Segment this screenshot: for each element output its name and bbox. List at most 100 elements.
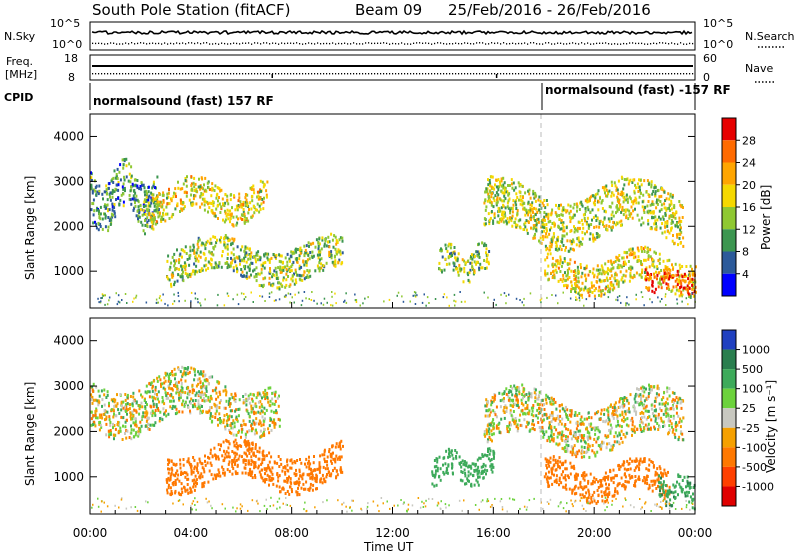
data-cell bbox=[264, 417, 266, 421]
data-cell bbox=[149, 216, 152, 220]
data-cell bbox=[546, 229, 548, 233]
data-cell bbox=[260, 263, 263, 267]
data-cell bbox=[449, 254, 452, 258]
data-cell bbox=[335, 454, 338, 458]
data-cell bbox=[566, 286, 569, 290]
data-cell bbox=[641, 268, 644, 272]
data-cell bbox=[472, 462, 475, 466]
data-cell bbox=[246, 443, 249, 447]
data-cell bbox=[488, 447, 491, 451]
data-cell bbox=[669, 192, 672, 196]
data-cell bbox=[573, 230, 576, 234]
nsearch-dot bbox=[536, 43, 538, 45]
data-cell bbox=[503, 199, 506, 203]
data-cell bbox=[146, 192, 148, 196]
data-cell bbox=[333, 234, 336, 238]
data-cell bbox=[203, 183, 205, 187]
data-cell bbox=[160, 200, 163, 204]
data-cell bbox=[597, 189, 600, 193]
data-cell bbox=[244, 439, 246, 443]
data-cell bbox=[471, 257, 474, 261]
freq-tick-bottom: 8 bbox=[68, 71, 75, 84]
colorbar-swatch bbox=[722, 184, 736, 207]
data-cell bbox=[334, 460, 337, 464]
data-cell bbox=[493, 212, 496, 216]
data-cell bbox=[179, 187, 182, 191]
data-cell bbox=[525, 219, 528, 222]
data-cell bbox=[199, 269, 202, 273]
data-cell bbox=[118, 203, 121, 207]
data-cell bbox=[257, 197, 260, 201]
data-cell bbox=[188, 389, 191, 393]
data-cell bbox=[135, 194, 138, 198]
ground-scatter-cell bbox=[250, 291, 252, 294]
data-cell bbox=[580, 266, 582, 270]
data-cell bbox=[448, 452, 450, 456]
data-cell bbox=[112, 213, 114, 217]
nsearch-dot bbox=[419, 42, 421, 44]
ground-scatter-cell bbox=[100, 297, 102, 300]
data-cell bbox=[121, 438, 124, 441]
data-cell bbox=[339, 466, 342, 470]
power-cbar-tick-label: 24 bbox=[742, 157, 756, 170]
nave-dot bbox=[194, 73, 196, 75]
data-cell bbox=[491, 175, 494, 179]
data-cell bbox=[506, 201, 509, 205]
data-cell bbox=[644, 258, 647, 262]
data-cell bbox=[196, 248, 199, 252]
data-cell bbox=[642, 221, 645, 225]
data-cell bbox=[98, 184, 101, 188]
data-cell bbox=[225, 399, 228, 403]
data-cell bbox=[608, 219, 611, 223]
data-cell bbox=[189, 411, 192, 415]
data-cell bbox=[658, 209, 661, 213]
data-cell bbox=[271, 275, 274, 279]
data-cell bbox=[193, 488, 196, 492]
data-cell bbox=[236, 208, 239, 212]
data-cell bbox=[198, 393, 201, 397]
data-cell bbox=[246, 193, 249, 197]
ground-scatter-cell bbox=[104, 303, 106, 306]
data-cell bbox=[124, 393, 127, 396]
data-cell bbox=[328, 448, 331, 451]
data-cell bbox=[276, 396, 279, 400]
data-cell bbox=[678, 281, 681, 285]
data-cell bbox=[233, 425, 236, 429]
ground-scatter-cell bbox=[442, 296, 445, 299]
data-cell bbox=[138, 432, 141, 436]
nsearch-dot bbox=[359, 43, 361, 45]
data-cell bbox=[593, 203, 596, 207]
data-cell bbox=[254, 402, 257, 406]
data-cell bbox=[687, 292, 690, 296]
data-cell bbox=[123, 158, 126, 161]
data-cell bbox=[295, 257, 298, 260]
data-cell bbox=[598, 225, 601, 229]
nave-dot bbox=[659, 73, 661, 75]
data-cell bbox=[256, 449, 259, 453]
data-cell bbox=[224, 425, 227, 429]
nave-dot bbox=[350, 73, 352, 75]
data-cell bbox=[236, 256, 239, 260]
data-cell bbox=[490, 175, 493, 179]
data-cell bbox=[666, 224, 669, 228]
data-cell bbox=[235, 215, 238, 219]
data-cell bbox=[647, 254, 650, 258]
data-cell bbox=[581, 281, 584, 285]
data-cell bbox=[119, 198, 122, 202]
data-cell bbox=[222, 218, 224, 222]
data-cell bbox=[99, 423, 102, 427]
data-cell bbox=[296, 273, 299, 277]
data-cell bbox=[181, 410, 184, 414]
data-cell bbox=[221, 454, 224, 458]
data-cell bbox=[617, 282, 620, 286]
data-cell bbox=[488, 181, 491, 185]
data-cell bbox=[119, 426, 122, 430]
data-cell bbox=[510, 216, 513, 220]
data-cell bbox=[204, 463, 207, 467]
data-cell bbox=[134, 420, 137, 424]
data-cell bbox=[227, 418, 229, 422]
nsearch-dot bbox=[383, 42, 385, 44]
data-cell bbox=[171, 387, 174, 391]
data-cell bbox=[226, 252, 229, 256]
data-cell bbox=[506, 205, 509, 209]
